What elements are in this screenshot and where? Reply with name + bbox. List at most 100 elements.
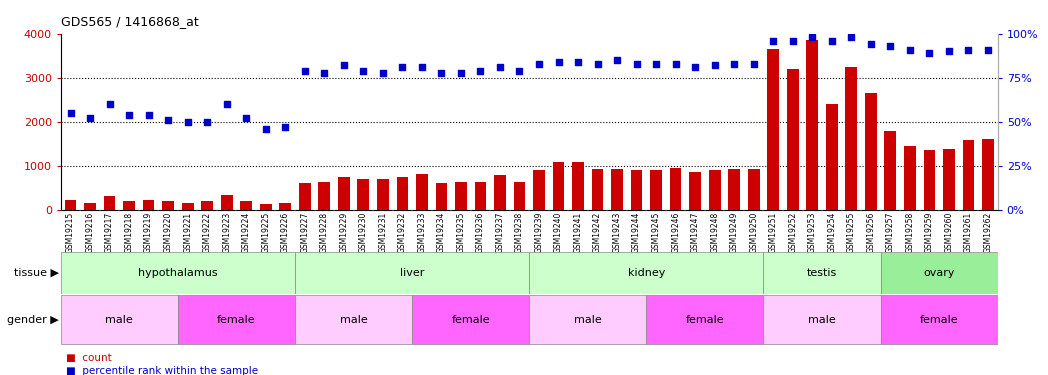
Text: GSM19215: GSM19215	[66, 212, 75, 254]
Bar	[65, 200, 77, 210]
Text: GSM19247: GSM19247	[691, 212, 700, 254]
Text: GSM19219: GSM19219	[145, 212, 153, 254]
Point	[414, 64, 431, 70]
Text: GSM19241: GSM19241	[573, 212, 583, 254]
Point	[863, 41, 879, 47]
Text: liver: liver	[400, 268, 424, 278]
Point	[374, 69, 391, 75]
Point	[62, 110, 79, 116]
Bar	[631, 170, 642, 210]
Point	[453, 69, 470, 75]
Text: GSM19218: GSM19218	[125, 212, 133, 253]
Point	[140, 112, 157, 118]
Bar	[514, 182, 525, 210]
Point	[824, 38, 840, 44]
Point	[686, 64, 703, 70]
Bar	[943, 149, 955, 210]
Bar	[880, 296, 998, 344]
Text: GSM19253: GSM19253	[808, 212, 816, 254]
Point	[648, 61, 664, 67]
Point	[82, 116, 99, 122]
Text: testis: testis	[807, 268, 837, 278]
Text: GSM19234: GSM19234	[437, 212, 445, 254]
Bar	[296, 296, 412, 344]
Bar	[84, 203, 96, 210]
Bar	[357, 179, 369, 210]
Text: GSM19250: GSM19250	[749, 212, 758, 254]
Text: GSM19222: GSM19222	[202, 212, 212, 253]
Bar	[240, 201, 253, 210]
Text: GSM19231: GSM19231	[378, 212, 388, 254]
Bar	[475, 182, 486, 210]
Text: GSM19256: GSM19256	[867, 212, 875, 254]
Bar	[178, 296, 296, 344]
Text: GSM19233: GSM19233	[417, 212, 427, 254]
Text: GSM19223: GSM19223	[222, 212, 232, 254]
Bar	[806, 40, 818, 210]
Text: ■  percentile rank within the sample: ■ percentile rank within the sample	[66, 366, 258, 375]
Text: GSM19244: GSM19244	[632, 212, 641, 254]
Bar	[124, 201, 135, 210]
Text: GSM19238: GSM19238	[515, 212, 524, 254]
Bar	[552, 162, 565, 210]
Text: GSM19216: GSM19216	[86, 212, 94, 254]
Bar	[494, 175, 506, 210]
Point	[726, 61, 743, 67]
Text: GSM19239: GSM19239	[534, 212, 544, 254]
Text: GSM19249: GSM19249	[729, 212, 739, 254]
Point	[901, 46, 918, 53]
Text: hypothalamus: hypothalamus	[138, 268, 218, 278]
Text: female: female	[920, 315, 959, 325]
Bar	[221, 195, 233, 210]
Text: GSM19255: GSM19255	[847, 212, 856, 254]
Point	[628, 61, 645, 67]
Bar	[728, 170, 740, 210]
Bar	[923, 150, 935, 210]
Text: GSM19220: GSM19220	[163, 212, 173, 254]
Text: GSM19217: GSM19217	[105, 212, 114, 254]
Bar	[767, 49, 779, 210]
Text: GDS565 / 1416868_at: GDS565 / 1416868_at	[61, 15, 198, 28]
Bar	[763, 296, 880, 344]
Bar	[416, 174, 428, 210]
Bar	[611, 170, 623, 210]
Bar	[181, 203, 194, 210]
Point	[121, 112, 137, 118]
Bar	[885, 131, 896, 210]
Text: gender ▶: gender ▶	[7, 315, 59, 325]
Point	[355, 68, 372, 74]
Bar	[880, 252, 998, 294]
Text: GSM19260: GSM19260	[944, 212, 954, 254]
Text: female: female	[217, 315, 256, 325]
Point	[102, 101, 118, 107]
Point	[179, 119, 196, 125]
Text: GSM19248: GSM19248	[711, 212, 719, 254]
Text: ovary: ovary	[923, 268, 955, 278]
Text: GSM19245: GSM19245	[652, 212, 660, 254]
Text: kidney: kidney	[628, 268, 665, 278]
Text: tissue ▶: tissue ▶	[14, 268, 59, 278]
Bar	[377, 179, 389, 210]
Point	[960, 46, 977, 53]
Point	[433, 69, 450, 75]
Text: GSM19258: GSM19258	[905, 212, 914, 254]
Point	[940, 48, 957, 54]
Bar	[650, 170, 662, 210]
Text: GSM19229: GSM19229	[340, 212, 348, 254]
Point	[843, 34, 859, 40]
Bar	[61, 252, 296, 294]
Text: GSM19251: GSM19251	[769, 212, 778, 254]
Text: GSM19230: GSM19230	[358, 212, 368, 254]
Bar	[904, 146, 916, 210]
Bar	[763, 252, 880, 294]
Bar	[647, 296, 763, 344]
Point	[570, 59, 587, 65]
Text: GSM19246: GSM19246	[671, 212, 680, 254]
Text: GSM19259: GSM19259	[925, 212, 934, 254]
Bar	[280, 202, 291, 210]
Bar	[61, 296, 178, 344]
Bar	[846, 67, 857, 210]
Point	[765, 38, 782, 44]
Point	[921, 50, 938, 56]
Text: GSM19235: GSM19235	[457, 212, 465, 254]
